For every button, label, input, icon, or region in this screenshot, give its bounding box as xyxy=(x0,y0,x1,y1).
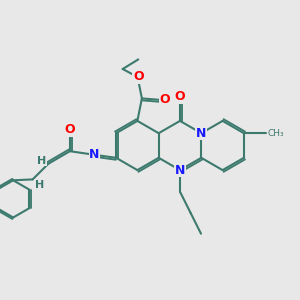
Text: O: O xyxy=(175,90,185,104)
Text: N: N xyxy=(89,148,100,161)
Text: H: H xyxy=(35,180,44,190)
Text: O: O xyxy=(133,70,144,83)
Text: O: O xyxy=(159,93,170,106)
Text: N: N xyxy=(175,164,185,177)
Text: H: H xyxy=(37,156,46,166)
Text: O: O xyxy=(64,123,75,136)
Text: CH₃: CH₃ xyxy=(267,129,284,138)
Text: N: N xyxy=(196,127,206,140)
